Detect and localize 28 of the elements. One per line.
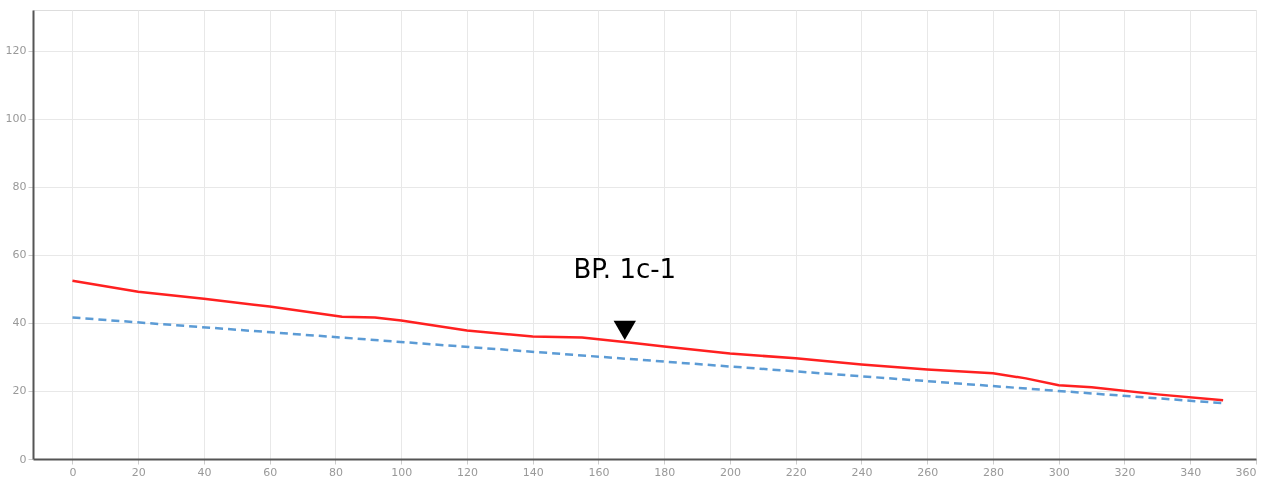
x-tick-label: 260: [917, 465, 939, 479]
y-tick-label: 40: [12, 316, 27, 330]
y-tick-label: 120: [5, 44, 27, 58]
x-tick-label: 300: [1048, 465, 1070, 479]
x-tick-label: 120: [456, 465, 478, 479]
x-tick-label: 80: [328, 465, 343, 479]
x-tick-label: 160: [588, 465, 610, 479]
x-tick-label: 100: [391, 465, 413, 479]
annotation: BP. 1c-1: [573, 254, 677, 285]
x-tick-label: 320: [1114, 465, 1136, 479]
y-tick-label: 20: [12, 384, 27, 398]
x-tick-label: 0: [69, 465, 77, 479]
x-tick-label: 40: [197, 465, 212, 479]
y-tick-label: 100: [5, 112, 27, 126]
x-tick-label: 20: [131, 465, 146, 479]
x-tick-label: 240: [851, 465, 873, 479]
y-tick-label: 0: [19, 452, 27, 466]
x-tick-label: 180: [654, 465, 676, 479]
x-tick-label: 140: [522, 465, 544, 479]
y-tick-label: 80: [12, 180, 27, 194]
x-tick-label: 220: [785, 465, 807, 479]
x-tick-label: 60: [263, 465, 278, 479]
line-series: [71, 279, 1225, 402]
x-tick-label: 200: [719, 465, 741, 479]
y-tick-label: 60: [12, 248, 27, 262]
x-tick-label: 340: [1180, 465, 1202, 479]
x-tick-label: 360: [1235, 465, 1257, 479]
x-tick-label: 280: [982, 465, 1004, 479]
